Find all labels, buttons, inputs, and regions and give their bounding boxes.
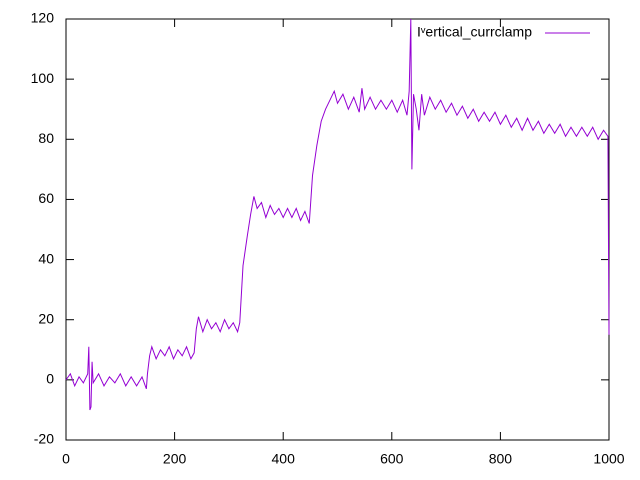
x-tick-label: 600: [380, 451, 404, 467]
y-tick-label: 100: [31, 70, 55, 86]
y-tick-label: -20: [34, 431, 54, 447]
x-tick-label: 800: [489, 451, 513, 467]
y-tick-label: 0: [46, 371, 54, 387]
legend-label: Iᵛertical_currclamp: [417, 24, 532, 40]
data-line: [65, 18, 610, 411]
y-tick-label: 80: [38, 130, 54, 146]
x-tick-label: 0: [62, 451, 70, 467]
x-tick-label: 1000: [593, 451, 624, 467]
y-tick-label: 40: [38, 250, 54, 266]
y-tick-label: 120: [31, 10, 55, 26]
plot-border: [65, 18, 610, 441]
y-tick-label: 60: [38, 190, 54, 206]
y-tick-label: 20: [38, 310, 54, 326]
x-tick-label: 200: [163, 451, 187, 467]
x-tick-label: 400: [272, 451, 296, 467]
